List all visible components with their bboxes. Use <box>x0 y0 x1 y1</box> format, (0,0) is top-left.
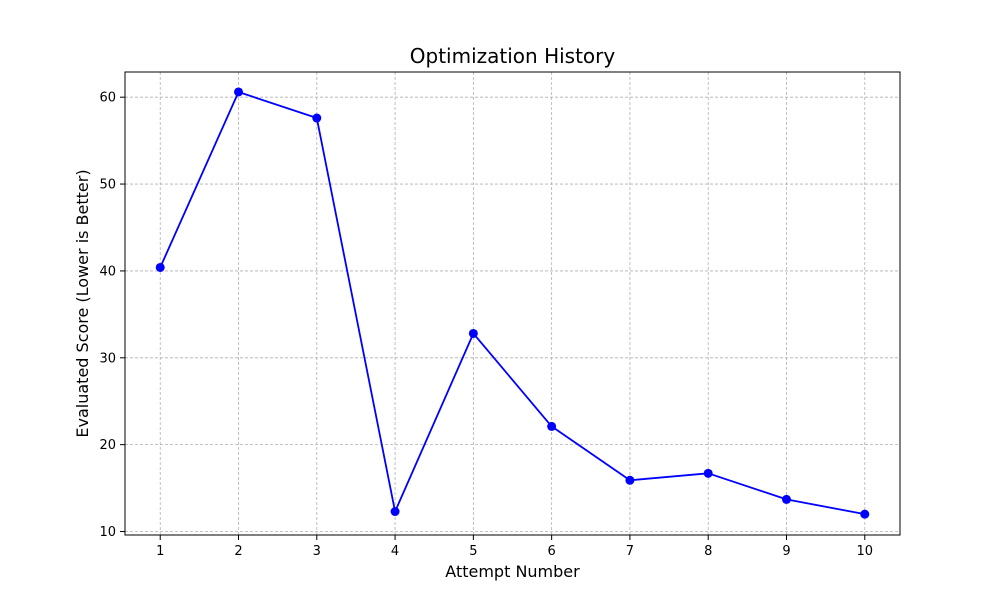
x-axis-label: Attempt Number <box>445 562 580 581</box>
data-point <box>625 475 635 485</box>
data-point <box>155 262 165 272</box>
x-tick-label: 10 <box>856 544 873 559</box>
x-tick-label: 2 <box>234 544 242 559</box>
y-tick-label: 40 <box>99 264 116 279</box>
x-tick-label: 9 <box>782 544 790 559</box>
data-series <box>155 87 870 519</box>
data-point <box>312 113 322 123</box>
plot-area-frame <box>124 71 901 536</box>
axis-ticks: 1 2 3 4 5 6 7 8 9 10 10 20 30 40 50 60 <box>99 91 873 559</box>
x-tick-label: 7 <box>626 544 634 559</box>
y-tick-label: 50 <box>99 178 116 193</box>
data-point <box>234 87 244 97</box>
data-point <box>860 509 870 519</box>
x-tick-label: 6 <box>548 544 556 559</box>
y-tick-label: 10 <box>99 525 116 540</box>
data-point <box>781 494 791 504</box>
y-tick-label: 60 <box>99 91 116 106</box>
x-tick-label: 4 <box>391 544 399 559</box>
y-tick-label: 30 <box>99 351 116 366</box>
data-point <box>468 328 478 338</box>
x-tick-label: 3 <box>313 544 321 559</box>
x-tick-label: 8 <box>704 544 712 559</box>
x-tick-label: 5 <box>469 544 477 559</box>
data-point <box>390 507 400 517</box>
chart-title: Optimization History <box>410 44 616 68</box>
grid <box>125 72 900 535</box>
y-axis-label: Evaluated Score (Lower is Better) <box>73 169 92 437</box>
data-point <box>547 421 557 431</box>
series-line <box>159 91 865 516</box>
x-tick-label: 1 <box>156 544 164 559</box>
data-point <box>703 468 713 478</box>
y-tick-label: 20 <box>99 438 116 453</box>
